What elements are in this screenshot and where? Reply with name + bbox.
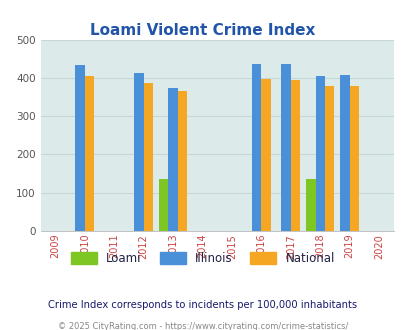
Text: Loami Violent Crime Index: Loami Violent Crime Index [90, 23, 315, 38]
Bar [324, 85, 334, 231]
Text: Crime Index corresponds to incidents per 100,000 inhabitants: Crime Index corresponds to incidents per… [48, 300, 357, 310]
Bar [143, 83, 153, 231]
Bar [168, 88, 177, 231]
Bar [134, 73, 143, 231]
Bar [177, 90, 187, 231]
Text: © 2025 CityRating.com - https://www.cityrating.com/crime-statistics/: © 2025 CityRating.com - https://www.city… [58, 322, 347, 330]
Bar [305, 179, 315, 231]
Bar [315, 76, 324, 231]
Bar [85, 76, 94, 231]
Bar [252, 64, 261, 231]
Bar [349, 85, 358, 231]
Bar [158, 179, 168, 231]
Bar [290, 80, 299, 231]
Bar [261, 79, 270, 231]
Bar [281, 64, 290, 231]
Legend: Loami, Illinois, National: Loami, Illinois, National [66, 247, 339, 270]
Bar [339, 75, 349, 231]
Bar [75, 65, 85, 231]
